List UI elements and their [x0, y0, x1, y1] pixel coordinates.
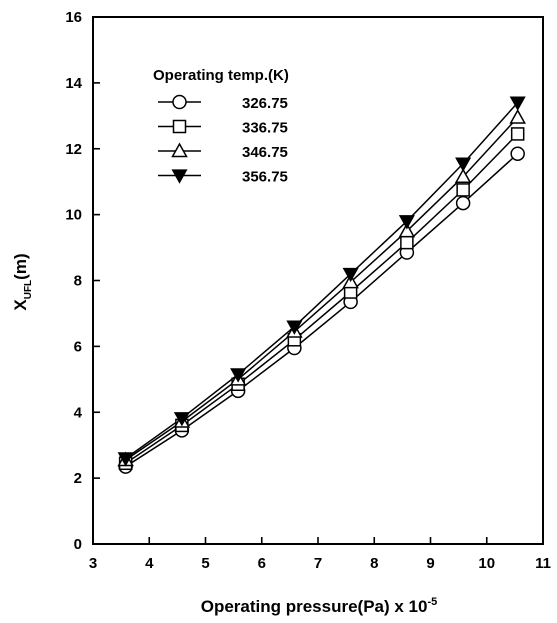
legend-label: 326.75	[242, 95, 288, 112]
y-tick-label: 2	[74, 470, 82, 487]
plot-border	[92, 16, 544, 545]
data-point	[400, 235, 414, 250]
y-axis-title-subscript: UFL	[23, 280, 34, 299]
legend-marker	[172, 94, 187, 110]
data-point	[173, 412, 190, 427]
data-point	[398, 222, 416, 238]
legend-marker	[172, 119, 187, 134]
legend-marker	[171, 169, 188, 184]
data-point	[454, 168, 472, 183]
data-point	[509, 108, 526, 124]
x-tick-label: 11	[535, 555, 551, 572]
legend-title: Operating temp.(K)	[153, 67, 289, 84]
x-tick-label: 6	[258, 555, 266, 572]
x-tick-label: 3	[89, 555, 97, 572]
series-markers-356.75	[117, 96, 526, 467]
y-axis: 0 2 4 6 8 10 12 14 16	[65, 9, 100, 553]
series-356.75	[125, 102, 519, 460]
x-axis-title: Operating pressure(Pa) x 10-5	[201, 596, 438, 616]
y-tick-label: 10	[65, 207, 82, 224]
legend-item: 356.75	[158, 169, 288, 186]
data-point	[509, 96, 526, 111]
x-tick-label: 5	[201, 555, 209, 572]
series-346.75	[125, 116, 519, 461]
x-axis-title-exponent: -5	[427, 596, 437, 608]
data-point	[455, 157, 472, 172]
data-point	[456, 183, 470, 197]
legend-item: 326.75	[158, 94, 288, 112]
legend: Operating temp.(K) 326.75 336.75 346.75 356…	[153, 67, 289, 186]
legend-label: 336.75	[242, 120, 288, 137]
legend-item: 336.75	[158, 120, 288, 137]
x-axis-title-text: Operating pressure(Pa) x 10	[201, 597, 428, 616]
data-point	[342, 267, 359, 283]
y-tick-label: 6	[74, 338, 82, 355]
x-tick-label: 10	[478, 555, 495, 572]
data-point	[286, 320, 303, 335]
series-326.75	[125, 153, 519, 468]
x-tick-label: 8	[370, 555, 378, 572]
legend-label: 346.75	[242, 144, 288, 161]
legend-item: 346.75	[158, 142, 288, 161]
series-layer	[117, 96, 526, 474]
data-point	[117, 452, 134, 467]
y-tick-label: 0	[74, 536, 82, 553]
y-tick-label: 4	[74, 404, 83, 421]
y-tick-label: 16	[65, 9, 82, 26]
y-axis-title-suffix: (m)	[11, 253, 30, 279]
y-tick-label: 12	[65, 141, 82, 158]
series-line	[125, 133, 519, 464]
x-tick-label: 7	[314, 555, 322, 572]
data-point	[510, 127, 525, 141]
data-point	[230, 368, 247, 383]
legend-marker	[171, 142, 188, 158]
data-point	[510, 146, 525, 161]
y-axis-title-main: X	[11, 299, 30, 311]
series-line	[125, 153, 519, 468]
legend-label: 356.75	[242, 169, 288, 186]
data-point	[455, 195, 471, 211]
y-axis-title: XUFL(m)	[11, 253, 34, 310]
series-line	[125, 116, 519, 461]
y-tick-label: 8	[74, 273, 82, 290]
series-line	[125, 102, 519, 460]
series-336.75	[125, 133, 519, 464]
plot-frame	[92, 16, 544, 545]
x-tick-label: 4	[145, 555, 154, 572]
y-tick-label: 14	[65, 75, 82, 92]
data-point	[398, 215, 415, 230]
x-tick-label: 9	[426, 555, 434, 572]
x-axis: 3 4 5 6 7 8 9 10 11	[89, 537, 551, 572]
